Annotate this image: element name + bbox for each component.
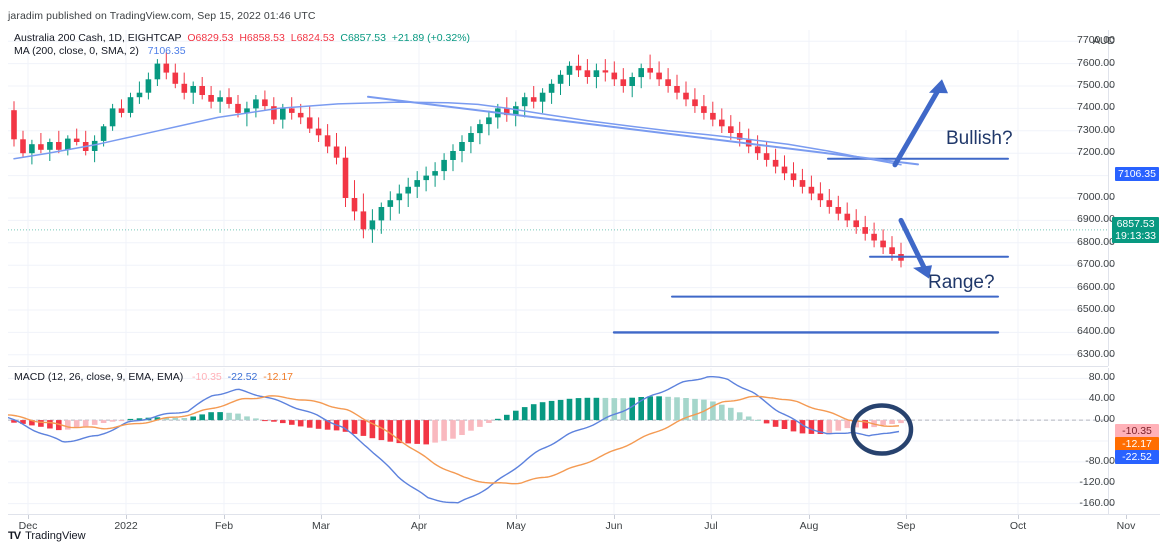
time-tick-label: Feb bbox=[214, 520, 234, 532]
time-tick-label: Apr bbox=[410, 520, 428, 532]
macd-axis[interactable]: 80.00 40.00 0.00 -80.00 -120.00 -160.00 -10.35… bbox=[1079, 368, 1160, 514]
macd-crossover-circle bbox=[850, 403, 914, 456]
time-tick-label: Dec bbox=[18, 520, 38, 532]
macd-line-value: -22.52 bbox=[227, 371, 258, 383]
time-tick-label: Nov bbox=[1116, 520, 1136, 532]
last-price-badge[interactable]: 6857.53 19:13:33 bbox=[1112, 216, 1159, 243]
symbol-label: Australia 200 Cash, 1D, EIGHTCAP bbox=[14, 32, 182, 44]
macd-legend[interactable]: MACD (12, 26, close, 9, EMA, EMA) -10.35… bbox=[14, 371, 293, 384]
high-label: H6858.53 bbox=[239, 32, 285, 44]
ma-title: MA (200, close, 0, SMA, 2) bbox=[14, 45, 139, 57]
ma-value: 7106.35 bbox=[147, 45, 186, 57]
macd-signal-badge[interactable]: -12.17 bbox=[1115, 437, 1159, 452]
pane-separator bbox=[8, 366, 1108, 367]
macd-title: MACD (12, 26, close, 9, EMA, EMA) bbox=[14, 371, 184, 383]
time-tick-label: Jun bbox=[605, 520, 623, 532]
range-annotation[interactable]: Range? bbox=[928, 272, 995, 293]
time-tick-label: May bbox=[506, 520, 526, 532]
change-label: +21.89 bbox=[391, 32, 425, 44]
tradingview-wordmark: TradingView bbox=[25, 530, 86, 542]
time-tick-label: Jul bbox=[704, 520, 718, 532]
price-legend[interactable]: Australia 200 Cash, 1D, EIGHTCAP O6829.5… bbox=[14, 32, 470, 58]
price-chart-pane[interactable] bbox=[8, 30, 1108, 366]
bullish-annotation[interactable]: Bullish? bbox=[946, 128, 1013, 149]
badge-price: 6857.53 bbox=[1116, 217, 1155, 230]
ma-price-badge[interactable]: 7106.35 bbox=[1115, 167, 1159, 182]
bullish-arrow bbox=[892, 79, 948, 168]
macd-chart-canvas bbox=[8, 368, 1108, 514]
time-tick-label: 2022 bbox=[114, 520, 138, 532]
time-tick-label: Mar bbox=[311, 520, 331, 532]
badge-time: 19:13:33 bbox=[1115, 229, 1156, 242]
close-label: C6857.53 bbox=[340, 32, 386, 44]
range-arrow bbox=[898, 217, 932, 279]
macd-hist-value: -10.35 bbox=[191, 371, 222, 383]
time-tick-label: Aug bbox=[799, 520, 819, 532]
change-pct-label: (+0.32%) bbox=[427, 32, 471, 44]
price-chart-canvas bbox=[8, 30, 1108, 366]
time-axis[interactable]: Dec 2022 Feb Mar Apr May Jun Jul Aug Sep Oct Nov bbox=[8, 514, 1160, 537]
macd-indicator-pane[interactable] bbox=[8, 368, 1108, 514]
time-tick-label: Sep bbox=[896, 520, 916, 532]
time-tick-label: Oct bbox=[1009, 520, 1027, 532]
macd-hist-badge[interactable]: -10.35 bbox=[1115, 424, 1159, 439]
tradingview-mark-icon: TV bbox=[8, 530, 21, 542]
price-legend-row: Australia 200 Cash, 1D, EIGHTCAP O6829.5… bbox=[14, 32, 470, 45]
macd-signal-value: -12.17 bbox=[263, 371, 294, 383]
open-label: O6829.53 bbox=[187, 32, 234, 44]
price-axis[interactable]: AUD 7700.00 7600.00 7500.00 7400.00 7300.00 72… bbox=[1077, 30, 1160, 366]
ma-legend-row: MA (200, close, 0, SMA, 2) 7106.35 bbox=[14, 45, 470, 58]
macd-line-badge[interactable]: -22.52 bbox=[1115, 450, 1159, 465]
attribution-text: jaradim published on TradingView.com, Se… bbox=[8, 10, 316, 22]
low-label: L6824.53 bbox=[290, 32, 335, 44]
tradingview-logo: TV TradingView bbox=[8, 530, 86, 542]
